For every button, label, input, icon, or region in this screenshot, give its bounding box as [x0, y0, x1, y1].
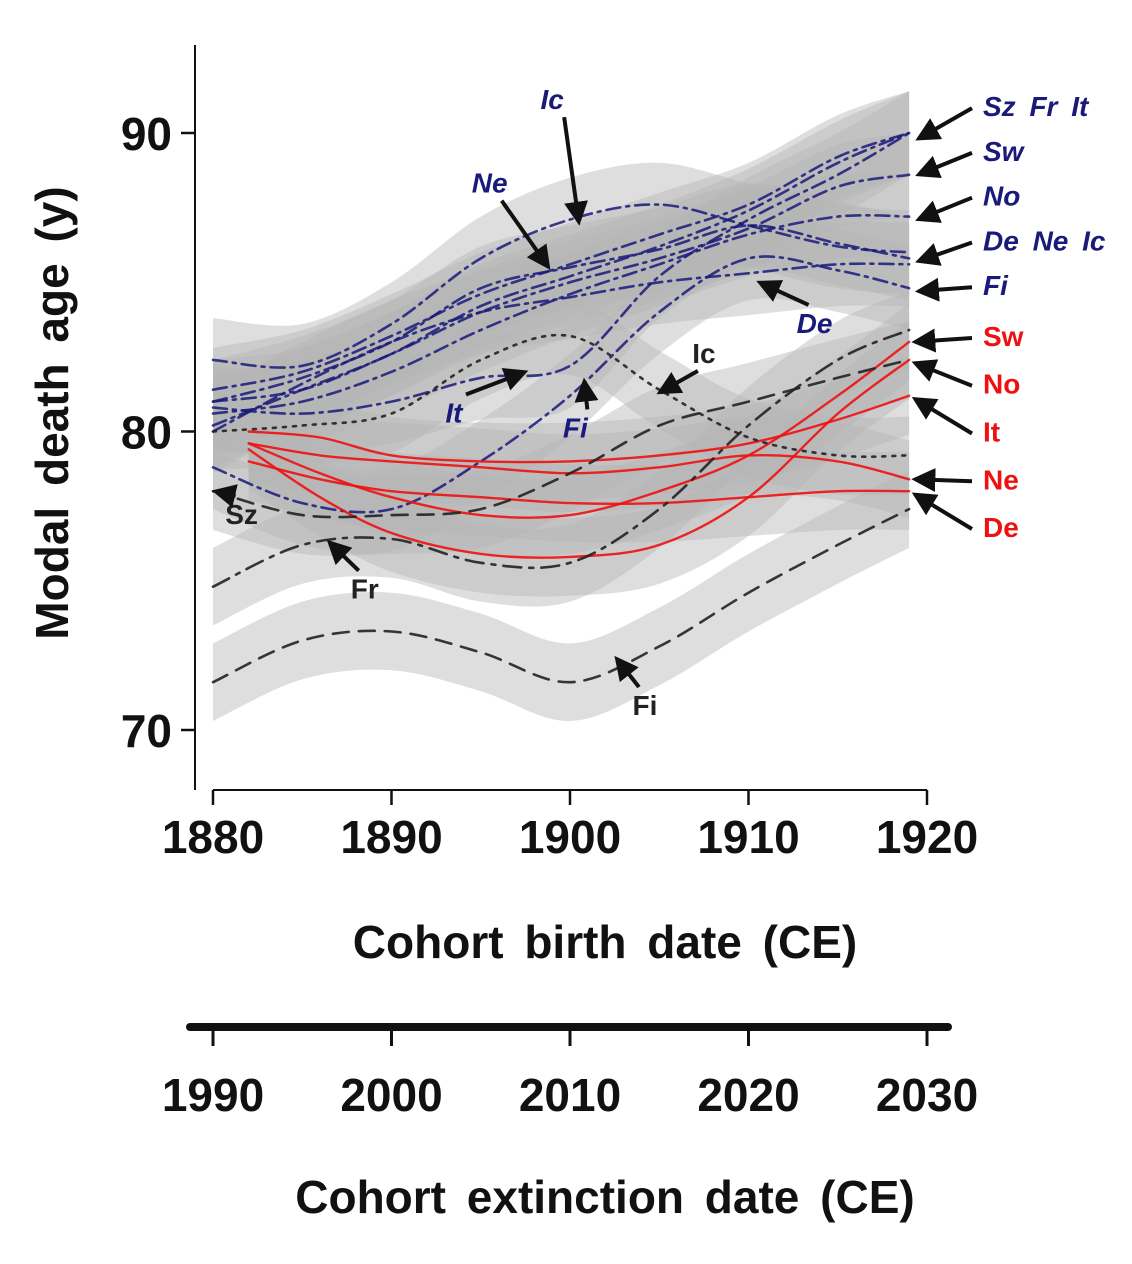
- right-label-arrow-male_gap-ne: [911, 467, 973, 492]
- series-line-female-fr: [211, 131, 911, 391]
- x-tick-label: 1920: [876, 811, 978, 863]
- x-tick-label: 1890: [340, 811, 442, 863]
- annotation-label-female-de: De: [797, 308, 833, 339]
- right-label-arrow-male_gap-it: [911, 397, 974, 436]
- right-label-arrow-female-de-ne-ic: [915, 240, 973, 266]
- right-label-arrow-female-sw: [915, 151, 973, 179]
- right-label-female-fi: Fi: [983, 270, 1009, 301]
- band-male_gap-de: [248, 422, 910, 543]
- secondary-x-tick-label: 2020: [697, 1069, 799, 1121]
- annotation-arrow-male-sz: [211, 484, 238, 508]
- series-line-female-ne: [211, 224, 911, 403]
- annotation-arrow-male-fr: [326, 539, 361, 573]
- secondary-x-tick-label: 2010: [519, 1069, 621, 1121]
- band-male_gap-no: [248, 321, 910, 597]
- series-line-male_gap-no: [247, 358, 911, 559]
- right-label-arrow-male_gap-sw: [911, 328, 973, 353]
- annotation-label-male-sz: Sz: [225, 499, 258, 530]
- band-female-no: [213, 173, 910, 456]
- y-tick-label: 70: [121, 705, 172, 757]
- annotation-label-female-fi: Fi: [563, 412, 589, 443]
- series-line-male-fi: [211, 507, 911, 684]
- y-axis-title: Modal death age (y): [26, 186, 78, 639]
- annotation-arrow-female-ne: [500, 199, 551, 270]
- band-female-it: [213, 91, 910, 456]
- secondary-x-tick-label: 1990: [162, 1069, 264, 1121]
- x-tick-label: 1900: [519, 811, 621, 863]
- annotation-arrow-female-it: [465, 368, 529, 397]
- annotation-arrow-female-de: [756, 280, 810, 307]
- secondary-x-tick-label: 2030: [876, 1069, 978, 1121]
- annotation-arrow-male-fi: [614, 655, 641, 689]
- annotation-label-female-it: It: [445, 398, 464, 429]
- right-label-male_gap-de: De: [983, 512, 1019, 543]
- series-line-female-no: [211, 213, 911, 415]
- band-female-fi: [213, 214, 910, 555]
- x-axis-title: Cohort birth date (CE): [353, 916, 857, 968]
- annotation-arrow-female-fi: [574, 377, 599, 410]
- right-label-female-de-ne-ic: De Ne Ic: [983, 225, 1106, 256]
- annotations: Ic Ne It Fi De Ic Sz Fr Fi Sz Fr It Sw No De Ne Ic Fi…: [211, 84, 1106, 721]
- series-line-female-de: [211, 262, 911, 433]
- x-tick-label: 1910: [697, 811, 799, 863]
- annotation-label-male-ic: Ic: [692, 338, 715, 369]
- annotation-label-female-ne: Ne: [472, 168, 508, 199]
- annotation-label-male-fr: Fr: [351, 574, 379, 605]
- secondary-x-tick-label: 2000: [340, 1069, 442, 1121]
- y-tick-label: 80: [121, 407, 172, 459]
- x-tick-label: 1880: [162, 811, 264, 863]
- right-label-male_gap-sw: Sw: [983, 321, 1024, 352]
- band-female-ne: [213, 183, 910, 444]
- y-tick-label: 90: [121, 108, 172, 160]
- right-label-arrow-female-no: [915, 195, 973, 223]
- right-label-arrow-male_gap-de: [911, 492, 974, 531]
- annotation-arrow-male-ic: [656, 369, 699, 395]
- annotation-label-female-ic: Ic: [540, 84, 564, 115]
- series-line-male_gap-de: [247, 460, 911, 506]
- right-label-female-sz-fr-it: Sz Fr It: [983, 91, 1090, 122]
- right-label-female-sw: Sw: [983, 136, 1026, 167]
- right-label-male_gap-ne: Ne: [983, 464, 1019, 495]
- series-line-female-sz: [211, 131, 911, 427]
- right-label-arrow-male_gap-no: [911, 359, 973, 388]
- band-female-ic: [213, 162, 910, 410]
- series-line-female-sw: [211, 173, 911, 403]
- series-line-female-it: [211, 131, 911, 416]
- band-female-fr: [213, 91, 910, 432]
- band-male_gap-it: [248, 356, 910, 501]
- annotation-arrow-female-ic: [562, 116, 588, 226]
- right-label-arrow-female-fi: [914, 277, 973, 302]
- band-female-de: [213, 221, 910, 474]
- series-line-female-fi: [211, 255, 911, 514]
- series-line-male-ic: [211, 333, 911, 459]
- series-line-male_gap-it: [247, 394, 911, 464]
- right-label-arrow-female-sz-fr-it: [915, 106, 973, 141]
- band-male-fr: [213, 291, 910, 626]
- right-label-male_gap-no: No: [983, 369, 1020, 400]
- axes: 70 80 90 1880 1890 1900 1910 1920 1990 2000 2010 20…: [121, 45, 978, 1121]
- right-label-female-no: No: [983, 181, 1020, 212]
- band-male-fi: [213, 470, 910, 722]
- series-line-male-sz: [211, 358, 911, 519]
- series-line-male-fr: [211, 328, 911, 588]
- right-label-male_gap-it: It: [983, 417, 1000, 448]
- secondary-x-axis-title: Cohort extinction date (CE): [295, 1171, 914, 1223]
- annotation-label-male-fi: Fi: [633, 690, 658, 721]
